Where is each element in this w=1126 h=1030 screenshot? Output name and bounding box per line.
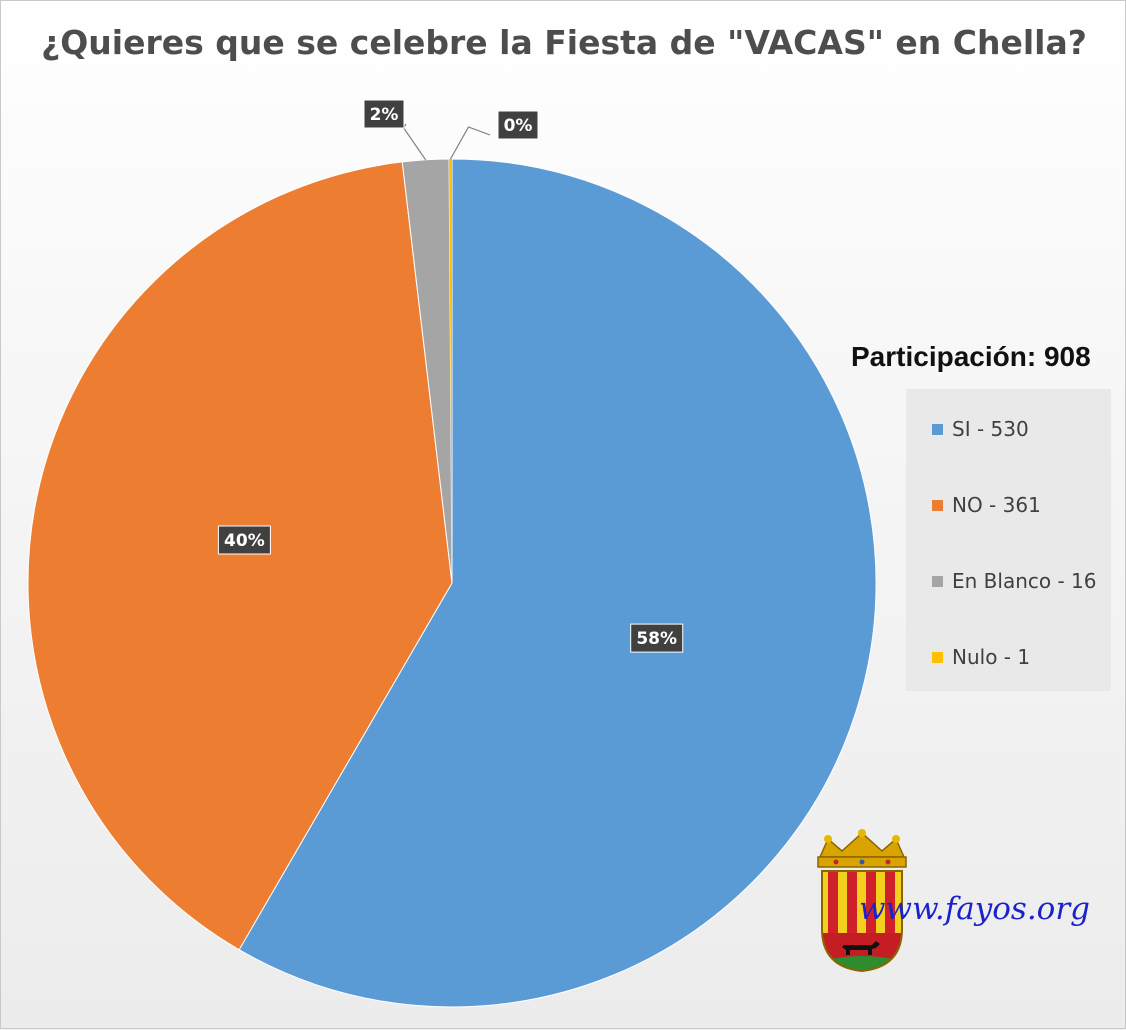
leader-line-nulo [449, 126, 491, 160]
chart-title: ¿Quieres que se celebre la Fiesta de "VA… [41, 23, 1087, 62]
legend-label-en-blanco: En Blanco - 16 [952, 569, 1097, 593]
data-label-si: 58% [636, 629, 677, 649]
legend-swatch-no [932, 499, 943, 511]
legend-label-no: NO - 361 [952, 493, 1041, 517]
legend-label-si: SI - 530 [952, 417, 1029, 441]
legend-item-si: SI - 530 [932, 415, 1029, 443]
legend: SI - 530 NO - 361 En Blanco - 16 Nulo - … [906, 389, 1111, 691]
data-label-nulo: 0% [504, 116, 533, 136]
data-label-box-nulo [497, 110, 539, 140]
pie-slice-no [27, 161, 453, 951]
pie-slice-en-blanco [401, 158, 453, 584]
watermark-text: www.fayos.org [859, 891, 1091, 927]
legend-swatch-nulo [932, 651, 943, 663]
legend-item-en-blanco: En Blanco - 16 [932, 567, 1097, 595]
data-label-en-blanco: 2% [370, 105, 399, 125]
data-label-box-si [630, 623, 684, 653]
leader-line-en-blanco [402, 123, 427, 161]
legend-swatch-en-blanco [932, 575, 943, 587]
coat-of-arms-logo [817, 829, 907, 973]
legend-item-no: NO - 361 [932, 491, 1041, 519]
legend-swatch-si [932, 423, 943, 435]
data-label-box-en-blanco [363, 99, 405, 129]
data-label-box-no [217, 525, 271, 555]
legend-title: Participación: 908 [851, 341, 1091, 372]
data-label-no: 40% [224, 531, 265, 551]
legend-item-nulo: Nulo - 1 [932, 643, 1030, 671]
pie-slice-si [238, 158, 877, 1008]
legend-label-nulo: Nulo - 1 [952, 645, 1031, 669]
pie-slice-nulo [449, 159, 452, 583]
